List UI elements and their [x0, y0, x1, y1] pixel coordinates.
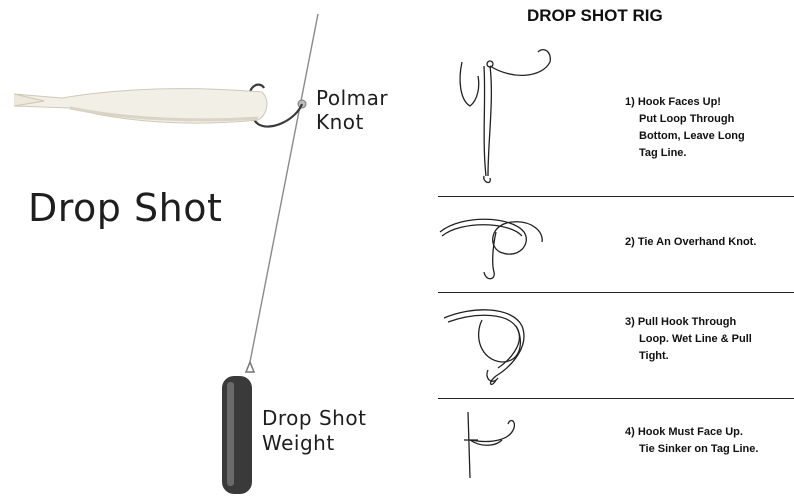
- drop-shot-drawing: [13, 13, 319, 494]
- step-2-drawing: [439, 218, 543, 280]
- step-3-drawing: [443, 309, 525, 386]
- drop-shot-title: Drop Shot: [28, 186, 223, 230]
- step-divider: [438, 292, 794, 293]
- step-divider: [438, 196, 794, 197]
- rig-title: DROP SHOT RIG: [527, 6, 663, 25]
- fishing-line: [249, 13, 319, 363]
- drop-shot-illustration: Drop Shot Polmar Knot Drop Shot Weight: [13, 13, 389, 494]
- step-divider: [438, 398, 794, 399]
- swivel: [244, 359, 256, 373]
- step-1-drawing: [459, 48, 551, 184]
- drop-shot-weight: [222, 376, 252, 494]
- weight-label: Drop Shot Weight: [262, 406, 367, 455]
- step-3-text: 3) Pull Hook Through Loop. Wet Line & Pu…: [625, 316, 752, 362]
- polmar-knot-label: Polmar Knot: [316, 86, 389, 134]
- step-4-drawing: [464, 411, 516, 479]
- rig-instructions: DROP SHOT RIG: [432, 0, 794, 502]
- soft-plastic-lure: [13, 88, 268, 124]
- step-2-text: 2) Tie An Overhand Knot.: [625, 236, 757, 248]
- step-4-text: 4) Hook Must Face Up. Tie Sinker on Tag …: [625, 426, 759, 455]
- step-1-text: 1) Hook Faces Up! Put Loop Through Botto…: [625, 96, 745, 159]
- rig-step-drawings: [439, 48, 551, 479]
